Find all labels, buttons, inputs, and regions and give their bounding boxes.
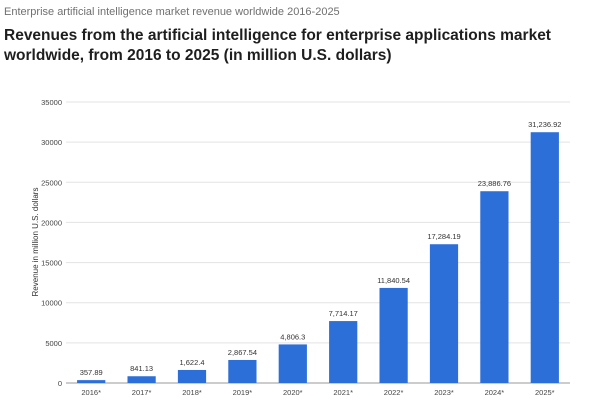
bar[interactable] [429,244,459,383]
x-tick-label: 2021* [333,388,353,397]
value-label: 4,806.3 [280,332,305,341]
value-label: 357.89 [80,368,103,377]
value-label: 841.13 [130,364,153,373]
y-tick-label: 10000 [41,299,62,308]
value-label: 7,714.17 [329,309,358,318]
value-label: 23,886.76 [478,179,511,188]
chart-title: Revenues from the artificial intelligenc… [4,27,551,64]
x-tick-label: 2022* [384,388,404,397]
x-tick-label: 2018* [182,388,202,397]
bar[interactable] [77,380,106,383]
x-tick-label: 2020* [283,388,303,397]
y-tick-label: 25000 [41,178,62,187]
y-axis-label: Revenue in million U.S. dollars [31,188,40,297]
value-label: 1,622.4 [179,358,204,367]
bar[interactable] [278,344,307,383]
bar[interactable] [228,359,257,383]
y-axis-ticks: 0 5000 10000 15000 20000 25000 30000 35000 [41,98,62,388]
x-tick-label: 2023* [434,388,454,397]
value-label: 17,284.19 [427,232,460,241]
bar[interactable] [530,132,559,383]
x-tick-label: 2017* [132,388,152,397]
bars [77,132,559,383]
bar[interactable] [329,321,358,383]
bar[interactable] [177,369,207,383]
x-tick-label: 2016* [81,388,101,397]
y-tick-label: 0 [58,379,62,388]
y-tick-label: 20000 [41,218,62,227]
chart-subtitle: Enterprise artificial intelligence marke… [4,6,340,18]
y-tick-label: 30000 [41,138,62,147]
y-tick-label: 15000 [41,259,62,268]
value-label: 11,840.54 [377,276,410,285]
value-labels: 357.89 841.13 1,622.4 2,867.54 4,806.3 7,714.… [80,120,562,377]
value-label: 31,236.92 [528,120,561,129]
bar[interactable] [480,191,509,383]
value-label: 2,867.54 [228,348,257,357]
x-tick-label: 2024* [485,388,505,397]
x-tick-label: 2025* [535,388,555,397]
bar[interactable] [127,376,156,383]
x-tick-label: 2019* [233,388,253,397]
bar[interactable] [379,287,408,383]
y-tick-label: 35000 [41,98,62,107]
y-tick-label: 5000 [45,339,62,348]
x-axis-ticks: 2016* 2017* 2018* 2019* 2020* 2021* 2022* 2023*… [81,388,554,397]
